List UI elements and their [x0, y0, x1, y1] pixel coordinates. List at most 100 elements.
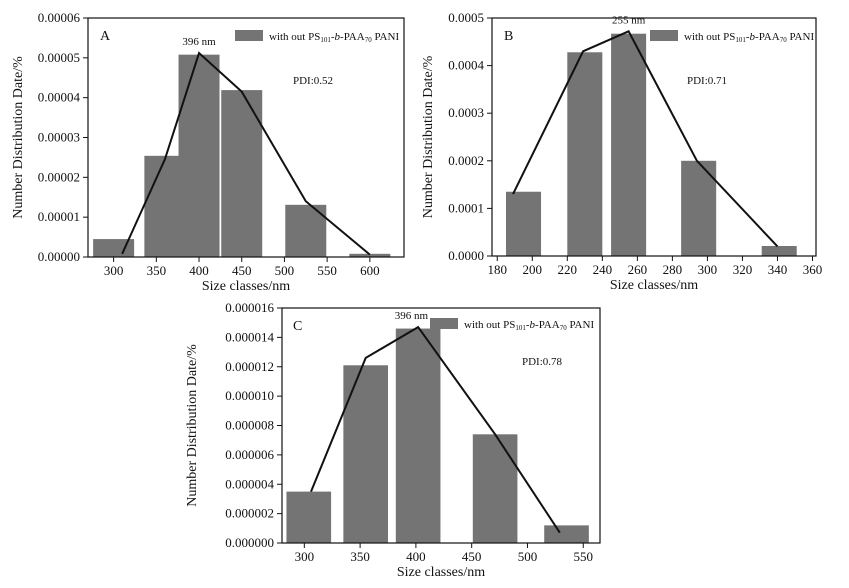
pdi-label: PDI:0.78 [522, 356, 563, 368]
y-tick-label: 0.0003 [448, 105, 484, 120]
x-tick-label: 500 [518, 549, 538, 564]
legend-swatch [650, 30, 678, 41]
x-tick-label: 450 [232, 263, 252, 278]
legend-label-part: 101 [515, 324, 526, 332]
bar [395, 328, 441, 543]
x-tick-label: 300 [104, 263, 124, 278]
chart-panel-c: 0.000000 0.000002 0.000004 0.000006 0.000008… [185, 300, 601, 580]
legend-label: with out PS101-b-PAA70 PANI [684, 31, 814, 44]
legend-label-part: -b-PAA [746, 31, 780, 43]
x-tick-label: 360 [803, 262, 823, 277]
legend-label-part: with out PS [269, 31, 320, 43]
bar [611, 33, 647, 256]
trend-line [512, 30, 779, 248]
y-tick-label: 0.000010 [225, 388, 274, 403]
y-tick-label: 0.00004 [38, 90, 81, 105]
legend-label-part: 101 [735, 36, 746, 44]
bar [286, 491, 332, 543]
y-tick-label: 0.000002 [225, 506, 274, 521]
legend-label-part: 70 [780, 36, 788, 44]
y-axis-title: Number Distribution Date/% [185, 344, 200, 507]
trend-line [121, 51, 371, 256]
y-tick-label: 0.00003 [38, 130, 80, 145]
legend-label-part: PANI [567, 319, 595, 331]
y-tick-label: 0.0005 [448, 10, 484, 25]
y-tick-label: 0.000008 [225, 418, 274, 433]
bar [544, 525, 589, 543]
bar [761, 246, 797, 256]
legend-label-part: 101 [320, 36, 331, 44]
legend-label-part: with out PS [464, 319, 515, 331]
y-tick-label: 0.000014 [225, 329, 274, 344]
y-tick-label: 0.00002 [38, 169, 80, 184]
y-tick-label: 0.000004 [225, 476, 274, 491]
bar [349, 253, 391, 257]
y-tick-label: 0.0004 [448, 58, 484, 73]
y-tick-label: 0.000000 [225, 535, 274, 550]
pdi-label: PDI:0.52 [293, 75, 333, 87]
x-axis-title: Size classes/nm [610, 278, 698, 293]
bar [93, 239, 135, 257]
panel-letter: A [100, 29, 111, 44]
y-tick-label: 0.000016 [225, 300, 274, 315]
x-tick-label: 260 [628, 262, 648, 277]
legend: with out PS101-b-PAA70 PANI [430, 318, 594, 332]
x-axis-title: Size classes/nm [397, 565, 485, 580]
y-tick-label: 0.00005 [38, 50, 80, 65]
bar [178, 54, 220, 257]
x-tick-label: 180 [488, 262, 508, 277]
bar [506, 191, 542, 256]
x-tick-label: 280 [663, 262, 683, 277]
x-tick-label: 550 [574, 549, 594, 564]
panel-letter: C [293, 319, 302, 334]
panel-letter: B [504, 29, 513, 44]
y-tick-label: 0.00006 [38, 10, 81, 25]
y-axis-title: Number Distribution Date/% [11, 56, 26, 219]
peak-label: 396 nm [182, 36, 216, 48]
legend-label: with out PS101-b-PAA70 PANI [269, 31, 399, 44]
pdi-label: PDI:0.71 [687, 75, 727, 87]
legend-label-part: 70 [560, 324, 568, 332]
x-tick-label: 600 [360, 263, 380, 278]
legend-label-part: 70 [365, 36, 373, 44]
bar [221, 90, 263, 258]
plot-frame [491, 17, 817, 257]
x-tick-label: 350 [350, 549, 370, 564]
x-tick-label: 340 [768, 262, 788, 277]
y-tick-label: 0.0000 [448, 248, 484, 263]
x-tick-label: 320 [733, 262, 753, 277]
legend-label-part: -b-PAA [526, 319, 560, 331]
y-tick-label: 0.000006 [225, 447, 274, 462]
y-tick-label: 0.0002 [448, 153, 484, 168]
y-tick-label: 0.000012 [225, 359, 274, 374]
legend-label-part: -b-PAA [331, 31, 365, 43]
x-tick-label: 500 [275, 263, 295, 278]
legend: with out PS101-b-PAA70 PANI [235, 30, 399, 44]
x-tick-label: 550 [317, 263, 337, 278]
legend: with out PS101-b-PAA70 PANI [650, 30, 814, 44]
peak-label: 396 nm [395, 310, 429, 322]
y-tick-label: 0.00000 [38, 249, 80, 264]
bar [567, 52, 603, 256]
legend-swatch [430, 318, 458, 329]
x-tick-label: 200 [523, 262, 543, 277]
y-tick-label: 0.00001 [38, 209, 80, 224]
chart-panel-a: 0.00000 0.00001 0.00002 0.00003 0.00004 0.000… [11, 10, 405, 294]
peak-label: 255 nm [612, 14, 646, 26]
y-axis-title: Number Distribution Date/% [421, 55, 436, 218]
x-tick-label: 450 [462, 549, 482, 564]
x-tick-label: 240 [593, 262, 613, 277]
chart-panel-b: 0.0000 0.0001 0.0002 0.0003 0.0004 0.0005 180 2… [421, 10, 822, 293]
legend-label-part: PANI [787, 31, 815, 43]
bar [681, 160, 717, 256]
legend-label: with out PS101-b-PAA70 PANI [464, 319, 594, 332]
x-tick-label: 350 [147, 263, 167, 278]
bar [472, 434, 518, 543]
y-tick-label: 0.0001 [448, 200, 484, 215]
x-tick-label: 300 [295, 549, 315, 564]
x-axis-title: Size classes/nm [202, 279, 290, 294]
legend-label-part: with out PS [684, 31, 735, 43]
legend-swatch [235, 30, 263, 41]
trend-line [310, 325, 561, 534]
